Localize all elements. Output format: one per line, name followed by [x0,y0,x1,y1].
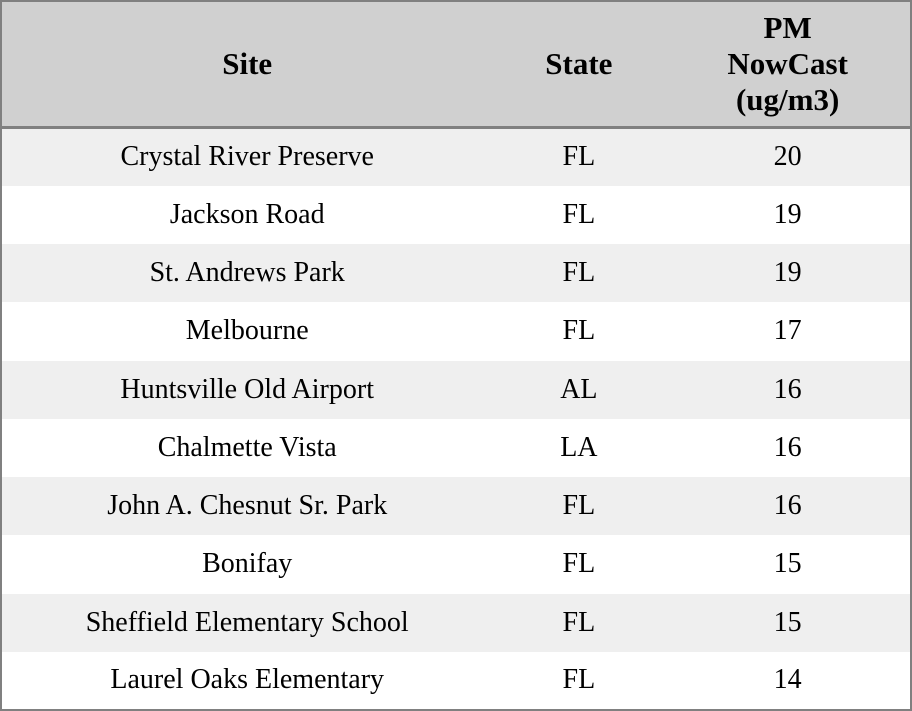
table-row: Crystal River Preserve FL 20 [1,127,911,186]
table-row: Bonifay FL 15 [1,535,911,594]
table-row: Sheffield Elementary School FL 15 [1,593,911,652]
pm-nowcast-cell: 16 [773,373,802,405]
table-row: John A. Chesnut Sr. Park FL 16 [1,477,911,536]
site-cell: Sheffield Elementary School [85,606,409,638]
table-row: Huntsville Old Airport AL 16 [1,360,911,419]
column-header-site-label: Site [222,46,273,82]
site-cell: Crystal River Preserve [120,141,374,173]
state-cell: AL [560,373,598,405]
column-header-state-label: State [545,46,613,82]
state-cell: FL [562,141,596,173]
pm-nowcast-cell: 15 [773,548,802,580]
state-cell: FL [562,664,596,696]
table-body: Crystal River Preserve FL 20 Jackson Roa… [1,127,911,710]
table-row: Melbourne FL 17 [1,302,911,361]
state-cell: FL [562,315,596,347]
state-cell: FL [562,257,596,289]
state-cell: FL [562,198,596,230]
column-header-site: Site [1,1,493,129]
column-header-pm-nowcast: PM NowCast (ug/m3) [665,1,911,129]
table-header: Site State PM NowCast (ug/m3) [1,1,911,129]
pm-nowcast-cell: 17 [773,315,802,347]
site-cell: John A. Chesnut Sr. Park [107,490,388,522]
pm-nowcast-cell: 16 [773,431,802,463]
table-row: Jackson Road FL 19 [1,185,911,244]
state-cell: LA [560,431,598,463]
pm-nowcast-cell: 19 [773,257,802,289]
column-header-state: State [492,1,666,129]
state-cell: FL [562,606,596,638]
column-header-pm-nowcast-label: PM NowCast (ug/m3) [727,10,848,117]
table-row: Laurel Oaks Elementary FL 14 [1,651,911,710]
site-cell: Chalmette Vista [157,431,337,463]
state-cell: FL [562,548,596,580]
site-cell: Jackson Road [169,198,325,230]
pm-nowcast-cell: 20 [773,141,802,173]
site-cell: Melbourne [185,315,309,347]
table-row: Chalmette Vista LA 16 [1,418,911,477]
site-cell: Laurel Oaks Elementary [110,664,385,696]
site-cell: Huntsville Old Airport [120,373,374,405]
pm-nowcast-cell: 19 [773,198,802,230]
site-cell: Bonifay [202,548,293,580]
table-row: St. Andrews Park FL 19 [1,244,911,303]
pm-nowcast-cell: 15 [773,606,802,638]
state-cell: FL [562,490,596,522]
header-row: Site State PM NowCast (ug/m3) [1,1,911,129]
site-cell: St. Andrews Park [149,257,345,289]
pm-nowcast-cell: 16 [773,490,802,522]
pm-nowcast-cell: 14 [773,664,802,696]
